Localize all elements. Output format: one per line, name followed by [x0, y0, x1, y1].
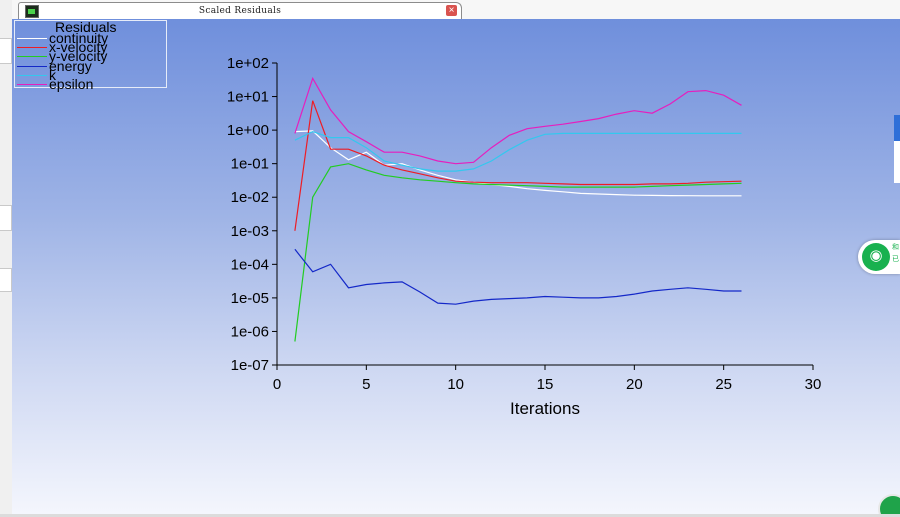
left-panel-field[interactable] — [0, 38, 12, 64]
legend-swatch — [17, 84, 47, 85]
x-tick-label: 30 — [805, 376, 822, 393]
close-icon[interactable]: × — [446, 5, 457, 16]
tab-title: Scaled Residuals — [198, 6, 282, 16]
x-axis-label: Iterations — [510, 399, 580, 418]
legend-swatch — [17, 38, 47, 39]
y-tick-label: 1e+00 — [227, 122, 269, 139]
x-tick-label: 15 — [537, 376, 554, 393]
wifi-icon: ◉ — [862, 243, 890, 271]
app-icon — [25, 5, 39, 18]
legend-label: k — [49, 66, 56, 83]
side-panel-tab[interactable] — [894, 115, 900, 141]
residuals-chart: 1e-07 1e-06 1e-05 1e-04 1e-03 1e-02 1e-01 1e+00… — [227, 55, 822, 418]
y-tick-label: 1e-05 — [231, 290, 269, 307]
x-tick-label: 0 — [273, 376, 281, 393]
legend: Residuals continuity x-velocity y-velocity… — [14, 19, 167, 92]
legend-swatch — [17, 47, 47, 49]
series-line-epsilon — [294, 76, 742, 165]
legend-swatch — [17, 65, 47, 67]
legend-label: y-velocity — [49, 48, 108, 65]
y-tick-label: 1e-02 — [231, 189, 269, 206]
y-tick-label: 1e-04 — [231, 256, 269, 273]
legend-title: Residuals — [55, 19, 117, 35]
y-tick-label: 1e+01 — [227, 89, 269, 106]
y-tick-label: 1e-03 — [231, 223, 269, 240]
series-line-x-velocity — [294, 100, 742, 231]
legend-swatch — [17, 74, 47, 76]
left-panel-field[interactable] — [0, 205, 12, 231]
legend-swatch — [17, 56, 47, 58]
series-line-k — [294, 130, 742, 172]
series-line-continuity — [294, 130, 742, 197]
legend-label: x-velocity — [49, 39, 108, 56]
series-line-energy — [294, 248, 742, 305]
legend-label: energy — [49, 57, 92, 74]
series-line-y-velocity — [294, 163, 742, 342]
x-tick-label: 25 — [715, 376, 732, 393]
y-tick-label: 1e+02 — [227, 55, 269, 72]
left-panel-dropdown[interactable] — [0, 268, 12, 292]
y-tick-label: 1e-07 — [231, 357, 269, 374]
x-tick-label: 20 — [626, 376, 643, 393]
bottom-edge — [0, 514, 900, 517]
plot-area: 1e-07 1e-06 1e-05 1e-04 1e-03 1e-02 1e-01 1e+00… — [12, 19, 900, 514]
x-tick-label: 5 — [362, 376, 370, 393]
corner-badge[interactable] — [878, 494, 900, 514]
side-panel — [894, 141, 900, 183]
tab-bar: Scaled Residuals × — [12, 0, 900, 20]
y-tick-label: 1e-01 — [231, 156, 269, 173]
tab-scaled-residuals[interactable]: Scaled Residuals × — [18, 2, 462, 20]
legend-label: continuity — [49, 30, 109, 46]
wifi-badge[interactable]: ◉ 和 已 — [858, 240, 900, 274]
legend-label: epsilon — [49, 76, 94, 92]
x-tick-label: 10 — [447, 376, 464, 393]
y-tick-label: 1e-06 — [231, 323, 269, 340]
wifi-badge-text: 和 已 — [892, 244, 899, 263]
